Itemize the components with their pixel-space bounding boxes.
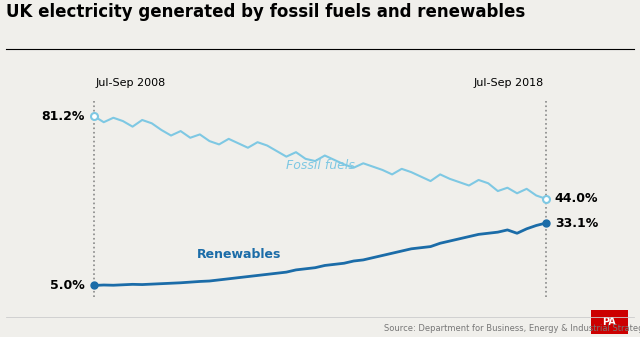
Text: 44.0%: 44.0% <box>555 192 598 205</box>
Text: Jul-Sep 2018: Jul-Sep 2018 <box>474 78 544 88</box>
Text: Source: Department for Business, Energy & Industrial Strategy: Source: Department for Business, Energy … <box>384 324 640 333</box>
Text: 81.2%: 81.2% <box>42 110 85 123</box>
Text: Renewables: Renewables <box>196 248 281 261</box>
Text: Jul-Sep 2008: Jul-Sep 2008 <box>96 78 166 88</box>
Text: 5.0%: 5.0% <box>51 279 85 292</box>
Text: PA: PA <box>602 317 616 327</box>
Text: UK electricity generated by fossil fuels and renewables: UK electricity generated by fossil fuels… <box>6 3 525 21</box>
Text: 33.1%: 33.1% <box>555 217 598 229</box>
Text: Fossil fuels: Fossil fuels <box>285 159 355 172</box>
